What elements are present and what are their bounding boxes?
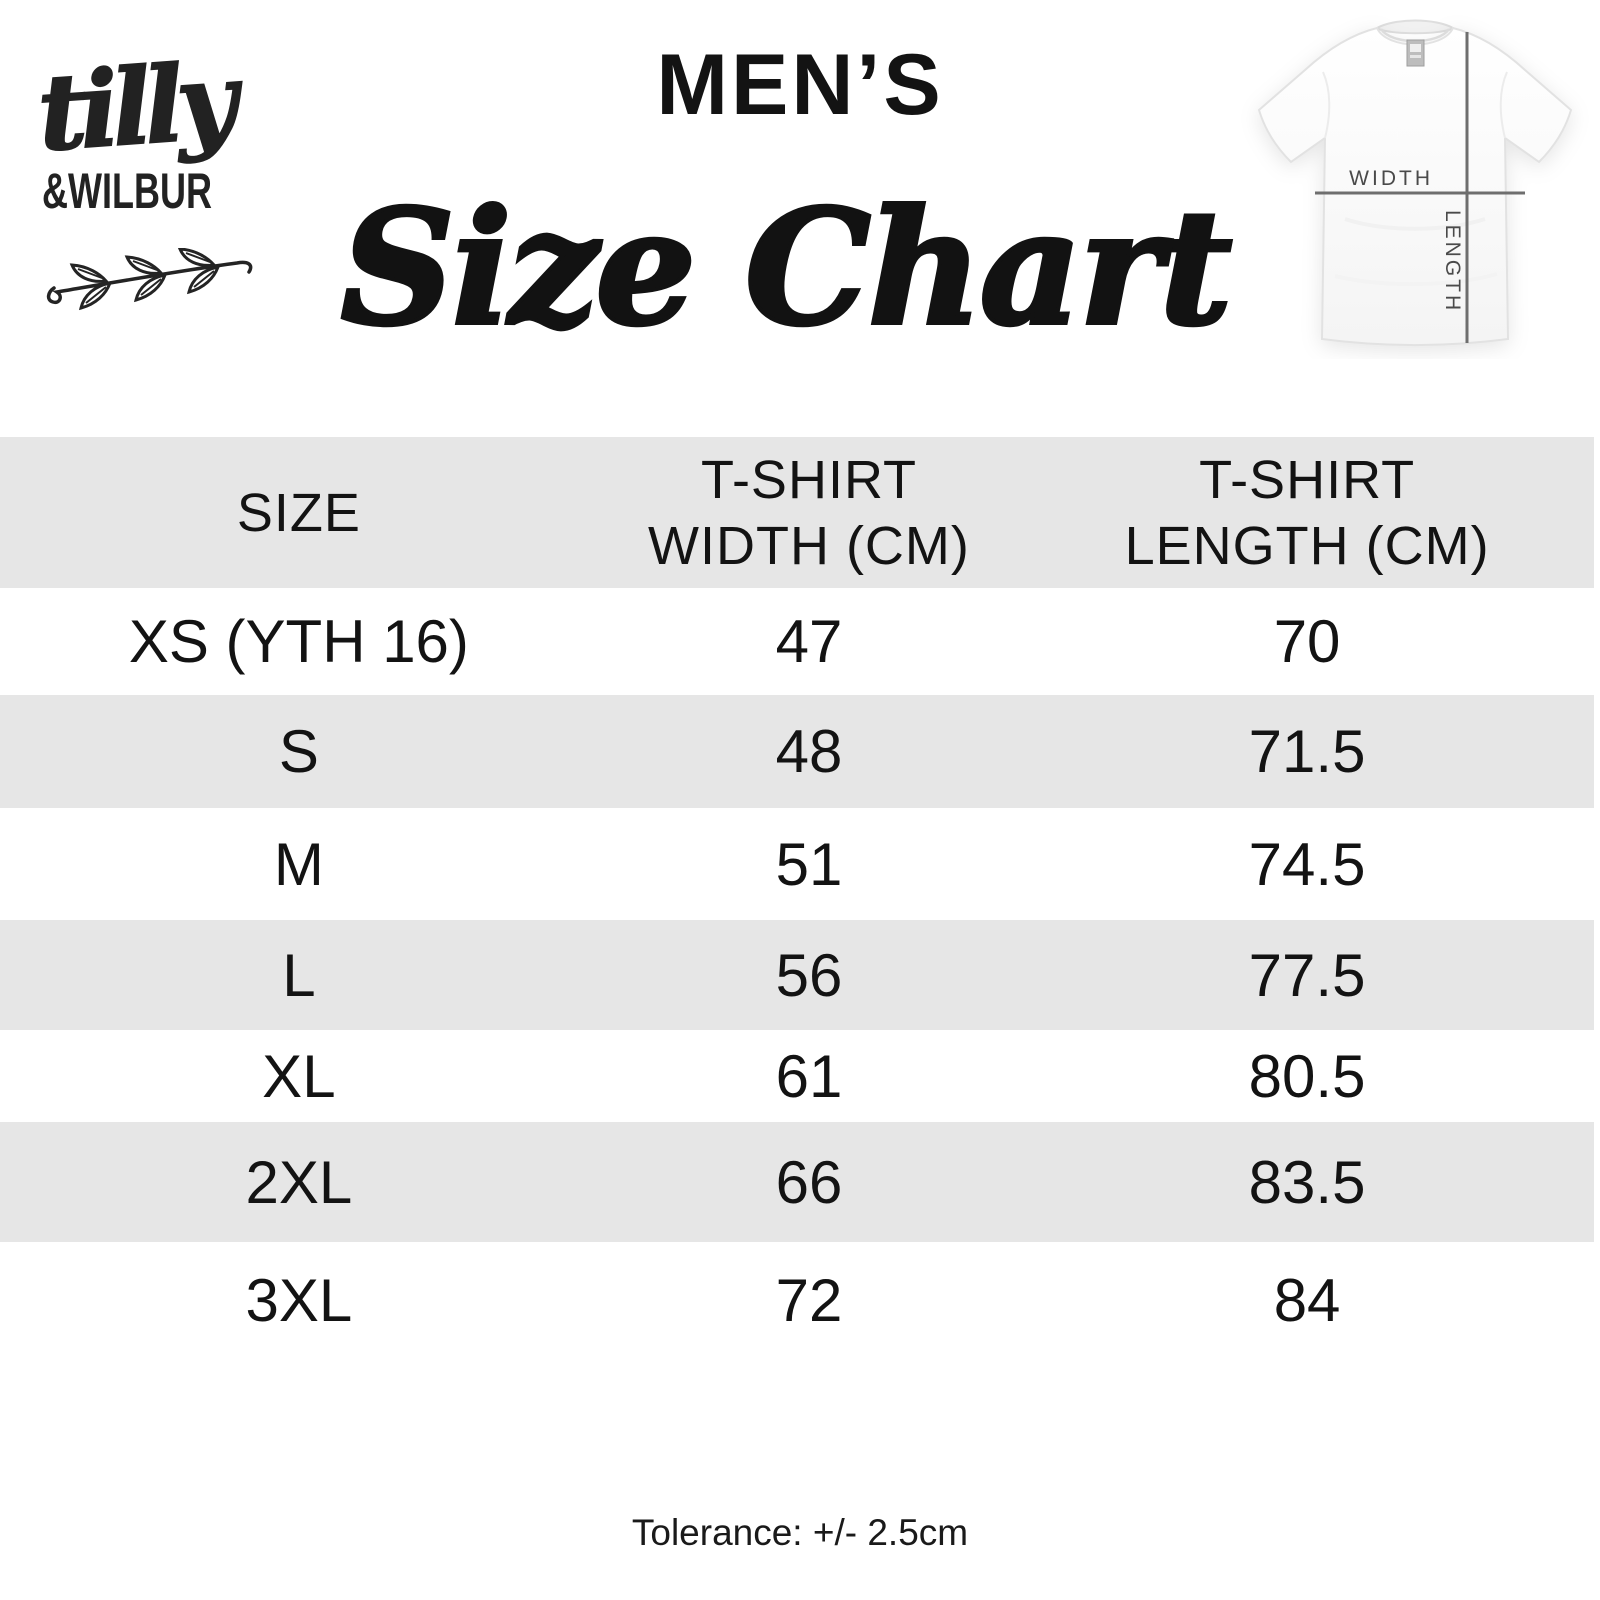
cell-width-cm: 61 bbox=[775, 1042, 843, 1110]
column-header-width: T-SHIRT WIDTH (CM) bbox=[648, 449, 970, 576]
tshirt-graphic bbox=[1257, 26, 1573, 346]
cell-length-cm: 71.5 bbox=[1248, 718, 1366, 785]
tshirt-measurement-diagram: WIDTH LENGTH bbox=[1235, 14, 1595, 359]
table-row: M 51 74.5 bbox=[0, 808, 1594, 920]
laurel-branch-icon bbox=[46, 248, 253, 311]
tolerance-note: Tolerance: +/- 2.5cm bbox=[631, 1512, 969, 1553]
length-label: LENGTH bbox=[1441, 210, 1464, 313]
brand-name-caps: &WILBUR bbox=[42, 163, 212, 219]
cell-length-cm: 74.5 bbox=[1248, 830, 1366, 898]
width-label: WIDTH bbox=[1349, 167, 1433, 190]
tshirt-back-collar bbox=[1375, 19, 1455, 35]
table-row: L 56 77.5 bbox=[0, 920, 1594, 1030]
category-title: MEN’S bbox=[656, 37, 944, 133]
cell-length-cm: 80.5 bbox=[1248, 1042, 1366, 1110]
cell-size: XS (YTH 16) bbox=[128, 608, 469, 675]
table-row: XL 61 80.5 bbox=[0, 1030, 1594, 1122]
cell-width-cm: 51 bbox=[775, 830, 843, 898]
cell-length-cm: 70 bbox=[1273, 608, 1341, 675]
cell-width-cm: 56 bbox=[775, 941, 843, 1009]
table-row: 3XL 72 84 bbox=[0, 1242, 1594, 1358]
neck-label-tag bbox=[1406, 39, 1425, 67]
table-row: S 48 71.5 bbox=[0, 695, 1594, 808]
brand-logo: tilly &WILBUR bbox=[33, 38, 312, 311]
cell-width-cm: 48 bbox=[775, 718, 843, 785]
cell-length-cm: 84 bbox=[1273, 1266, 1341, 1334]
column-header-length: T-SHIRT LENGTH (CM) bbox=[1124, 449, 1490, 576]
column-header-size: SIZE bbox=[236, 482, 361, 543]
page-title: Size Chart bbox=[339, 176, 1235, 361]
cell-width-cm: 72 bbox=[775, 1266, 843, 1334]
cell-size: 2XL bbox=[245, 1148, 353, 1216]
cell-length-cm: 83.5 bbox=[1248, 1148, 1366, 1216]
cell-size: S bbox=[278, 718, 319, 785]
table-body: XS (YTH 16) 47 70 S 48 71.5 M 51 74.5 L … bbox=[0, 588, 1594, 1358]
cell-size: 3XL bbox=[245, 1266, 353, 1334]
size-table: SIZE T-SHIRT WIDTH (CM) T-SHIRT LENGTH (CM… bbox=[0, 437, 1594, 1358]
table-header-row: SIZE T-SHIRT WIDTH (CM) T-SHIRT LENGTH (CM… bbox=[0, 437, 1594, 588]
cell-width-cm: 47 bbox=[775, 608, 843, 675]
cell-length-cm: 77.5 bbox=[1248, 941, 1366, 1009]
table-row: 2XL 66 83.5 bbox=[0, 1122, 1594, 1242]
table-row: XS (YTH 16) 47 70 bbox=[0, 588, 1594, 695]
cell-size: M bbox=[273, 830, 324, 898]
cell-size: XL bbox=[262, 1042, 336, 1110]
cell-width-cm: 66 bbox=[775, 1148, 843, 1216]
cell-size: L bbox=[282, 941, 316, 1009]
